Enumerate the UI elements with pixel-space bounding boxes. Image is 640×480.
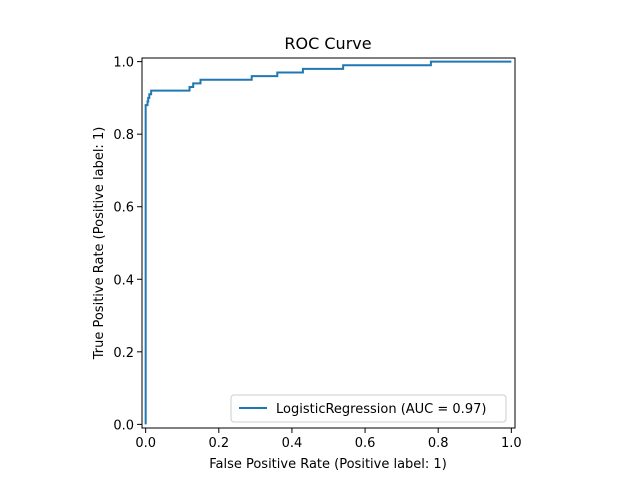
x-tick-label: 0.2: [208, 436, 229, 451]
y-tick-label: 0.2: [113, 346, 134, 361]
plot-area: [142, 58, 515, 428]
x-tick-label: 0.0: [135, 436, 156, 451]
y-tick-label: 0.6: [113, 201, 134, 216]
roc-curve-line: [144, 60, 512, 425]
x-tick-label: 0.6: [355, 436, 376, 451]
y-axis-ticks: 0.0 0.2 0.4 0.6 0.8 1.0: [113, 56, 142, 433]
x-axis-ticks: 0.0 0.2 0.4 0.6 0.8 1.0: [135, 428, 522, 451]
x-tick-label: 0.4: [282, 436, 303, 451]
legend-box: [230, 394, 507, 423]
y-axis-title: True Positive Rate (Positive label: 1): [92, 127, 107, 361]
y-tick-label: 0.4: [113, 273, 134, 288]
x-tick-label: 0.8: [428, 436, 449, 451]
x-axis-title: False Positive Rate (Positive label: 1): [209, 457, 447, 472]
legend: LogisticRegression (AUC = 0.97): [230, 394, 507, 423]
chart-title: ROC Curve: [284, 34, 371, 53]
legend-label: LogisticRegression (AUC = 0.97): [276, 402, 486, 417]
plot-frame: [141, 57, 516, 429]
y-tick-label: 0.0: [113, 418, 134, 433]
curve-layer: [144, 60, 512, 425]
x-tick-label: 1.0: [501, 436, 522, 451]
y-tick-label: 0.8: [113, 128, 134, 143]
y-tick-label: 1.0: [113, 56, 134, 71]
